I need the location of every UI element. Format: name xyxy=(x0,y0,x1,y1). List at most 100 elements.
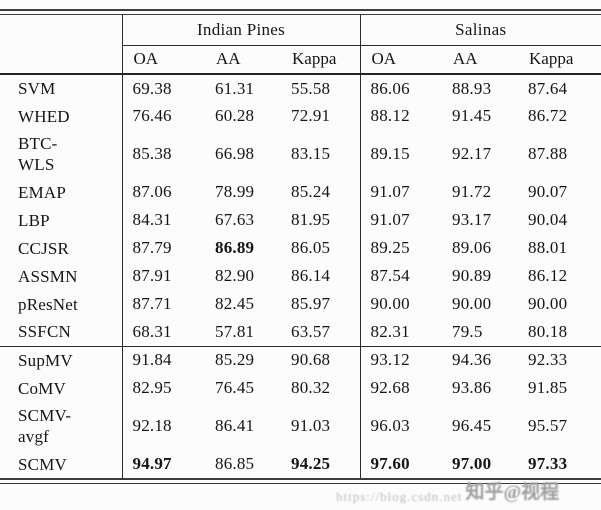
value-cell: 97.00 xyxy=(452,454,492,473)
value-cell: 91.07 xyxy=(359,206,443,234)
value-cell: 86.05 xyxy=(291,238,331,257)
value-cell: 63.57 xyxy=(291,321,331,341)
method-cell: WHED xyxy=(18,106,70,126)
value-cell: 76.46 xyxy=(121,102,205,130)
value-cell: 60.28 xyxy=(215,106,255,125)
table-row: EMAP 87.06 78.99 85.24 91.07 91.72 90.07 xyxy=(0,178,601,206)
value-cell: 91.84 xyxy=(121,345,205,374)
results-table: Indian Pines Salinas OA AA Kappa OA AA K… xyxy=(0,15,601,478)
value-cell: 69.38 xyxy=(121,74,205,102)
value-cell: 86.72 xyxy=(528,106,568,125)
table-row: WHED 76.46 60.28 72.91 88.12 91.45 86.72 xyxy=(0,102,601,130)
table-row: SVM 69.38 61.31 55.58 86.06 88.93 87.64 xyxy=(0,74,601,102)
value-cell: 68.31 xyxy=(121,318,205,346)
value-cell: 91.07 xyxy=(359,178,443,206)
value-cell: 80.18 xyxy=(528,321,568,341)
value-cell: 86.41 xyxy=(215,416,255,435)
value-cell: 67.63 xyxy=(215,210,255,229)
value-cell: 86.06 xyxy=(359,74,443,102)
value-cell: 81.95 xyxy=(291,210,331,229)
value-cell: 90.00 xyxy=(528,294,568,313)
value-cell: 90.00 xyxy=(359,290,443,318)
method-cell: LBP xyxy=(18,210,50,230)
table-row: SupMV 91.84 85.29 90.68 93.12 94.36 92.33 xyxy=(0,345,601,374)
value-cell: 80.32 xyxy=(291,378,331,397)
col-header-aa-salinas: AA xyxy=(442,45,519,75)
value-cell: 82.31 xyxy=(359,318,443,346)
group-header-indian-pines: Indian Pines xyxy=(121,15,361,46)
value-cell: 82.95 xyxy=(121,374,205,402)
value-cell: 82.45 xyxy=(215,294,255,313)
column-header-row: OA AA Kappa OA AA Kappa xyxy=(0,45,601,75)
table-row: SCMV- avgf 92.18 86.41 91.03 96.03 96.45 95.57 xyxy=(0,402,601,450)
method-cell: CoMV xyxy=(18,378,67,398)
corner-cell-2 xyxy=(0,45,122,75)
table-row: SCMV 94.97 86.85 94.25 97.60 97.00 97.33 xyxy=(0,450,601,478)
value-cell: 93.12 xyxy=(359,345,443,374)
value-cell: 94.25 xyxy=(291,454,331,473)
value-cell: 92.18 xyxy=(121,402,205,450)
method-cell: pResNet xyxy=(18,294,78,314)
col-header-aa-indian: AA xyxy=(205,45,281,75)
value-cell: 93.17 xyxy=(452,210,492,229)
value-cell: 83.15 xyxy=(291,144,331,163)
value-cell: 94.97 xyxy=(121,450,205,478)
value-cell: 87.88 xyxy=(528,144,568,163)
method-cell: SupMV xyxy=(0,345,122,374)
value-cell: 89.25 xyxy=(359,234,443,262)
group-header-row: Indian Pines Salinas xyxy=(0,15,601,46)
value-cell: 85.97 xyxy=(291,294,331,313)
value-cell: 86.89 xyxy=(215,238,255,257)
method-cell: CCJSR xyxy=(18,238,70,258)
table-row: SSFCN 68.31 57.81 63.57 82.31 79.5 80.18 xyxy=(0,318,601,346)
watermark-url-text: https://blog.csdn.net xyxy=(336,489,463,504)
value-cell: 97.60 xyxy=(359,450,443,478)
value-cell: 86.14 xyxy=(291,266,331,285)
value-cell: 90.68 xyxy=(281,345,361,374)
value-cell: 89.06 xyxy=(452,238,492,257)
value-cell: 72.91 xyxy=(291,106,331,125)
value-cell: 92.68 xyxy=(359,374,443,402)
value-cell: 66.98 xyxy=(215,144,255,163)
top-double-rule xyxy=(0,9,601,15)
value-cell: 87.06 xyxy=(121,178,205,206)
value-cell: 86.85 xyxy=(215,454,255,473)
table-row: CCJSR 87.79 86.89 86.05 89.25 89.06 88.01 xyxy=(0,234,601,262)
table-row: CoMV 82.95 76.45 80.32 92.68 93.86 91.85 xyxy=(0,374,601,402)
value-cell: 55.58 xyxy=(291,78,331,98)
value-cell: 93.86 xyxy=(452,378,492,397)
value-cell: 78.99 xyxy=(215,182,255,201)
method-cell: SCMV- avgf xyxy=(18,406,72,446)
value-cell: 85.38 xyxy=(121,130,205,178)
value-cell: 91.45 xyxy=(452,106,492,125)
col-header-oa-indian: OA xyxy=(121,45,205,75)
col-header-kappa-salinas: Kappa xyxy=(518,45,601,75)
value-cell: 90.00 xyxy=(452,294,492,313)
value-cell: 94.36 xyxy=(442,345,519,374)
method-cell: BTC- WLS xyxy=(18,134,58,174)
value-cell: 97.33 xyxy=(528,454,568,473)
col-header-oa-salinas: OA xyxy=(359,45,443,75)
value-cell: 85.24 xyxy=(291,182,331,201)
value-cell: 88.93 xyxy=(452,78,492,98)
method-cell: SSFCN xyxy=(18,322,71,342)
table-row: pResNet 87.71 82.45 85.97 90.00 90.00 90.00 xyxy=(0,290,601,318)
value-cell: 84.31 xyxy=(121,206,205,234)
value-cell: 87.54 xyxy=(359,262,443,290)
value-cell: 82.90 xyxy=(215,266,255,285)
value-cell: 90.89 xyxy=(452,266,492,285)
corner-cell xyxy=(0,15,122,45)
value-cell: 88.12 xyxy=(359,102,443,130)
col-header-kappa-indian: Kappa xyxy=(281,45,361,75)
value-cell: 85.29 xyxy=(205,345,281,374)
top-margin xyxy=(0,0,601,9)
method-cell: ASSMN xyxy=(18,266,78,286)
value-cell: 86.12 xyxy=(528,266,568,285)
value-cell: 90.04 xyxy=(528,210,568,229)
value-cell: 91.03 xyxy=(291,416,331,435)
value-cell: 87.79 xyxy=(121,234,205,262)
table-row: ASSMN 87.91 82.90 86.14 87.54 90.89 86.12 xyxy=(0,262,601,290)
watermark: https://blog.csdn.net 知乎@视程 xyxy=(336,480,559,507)
value-cell: 96.03 xyxy=(359,402,443,450)
